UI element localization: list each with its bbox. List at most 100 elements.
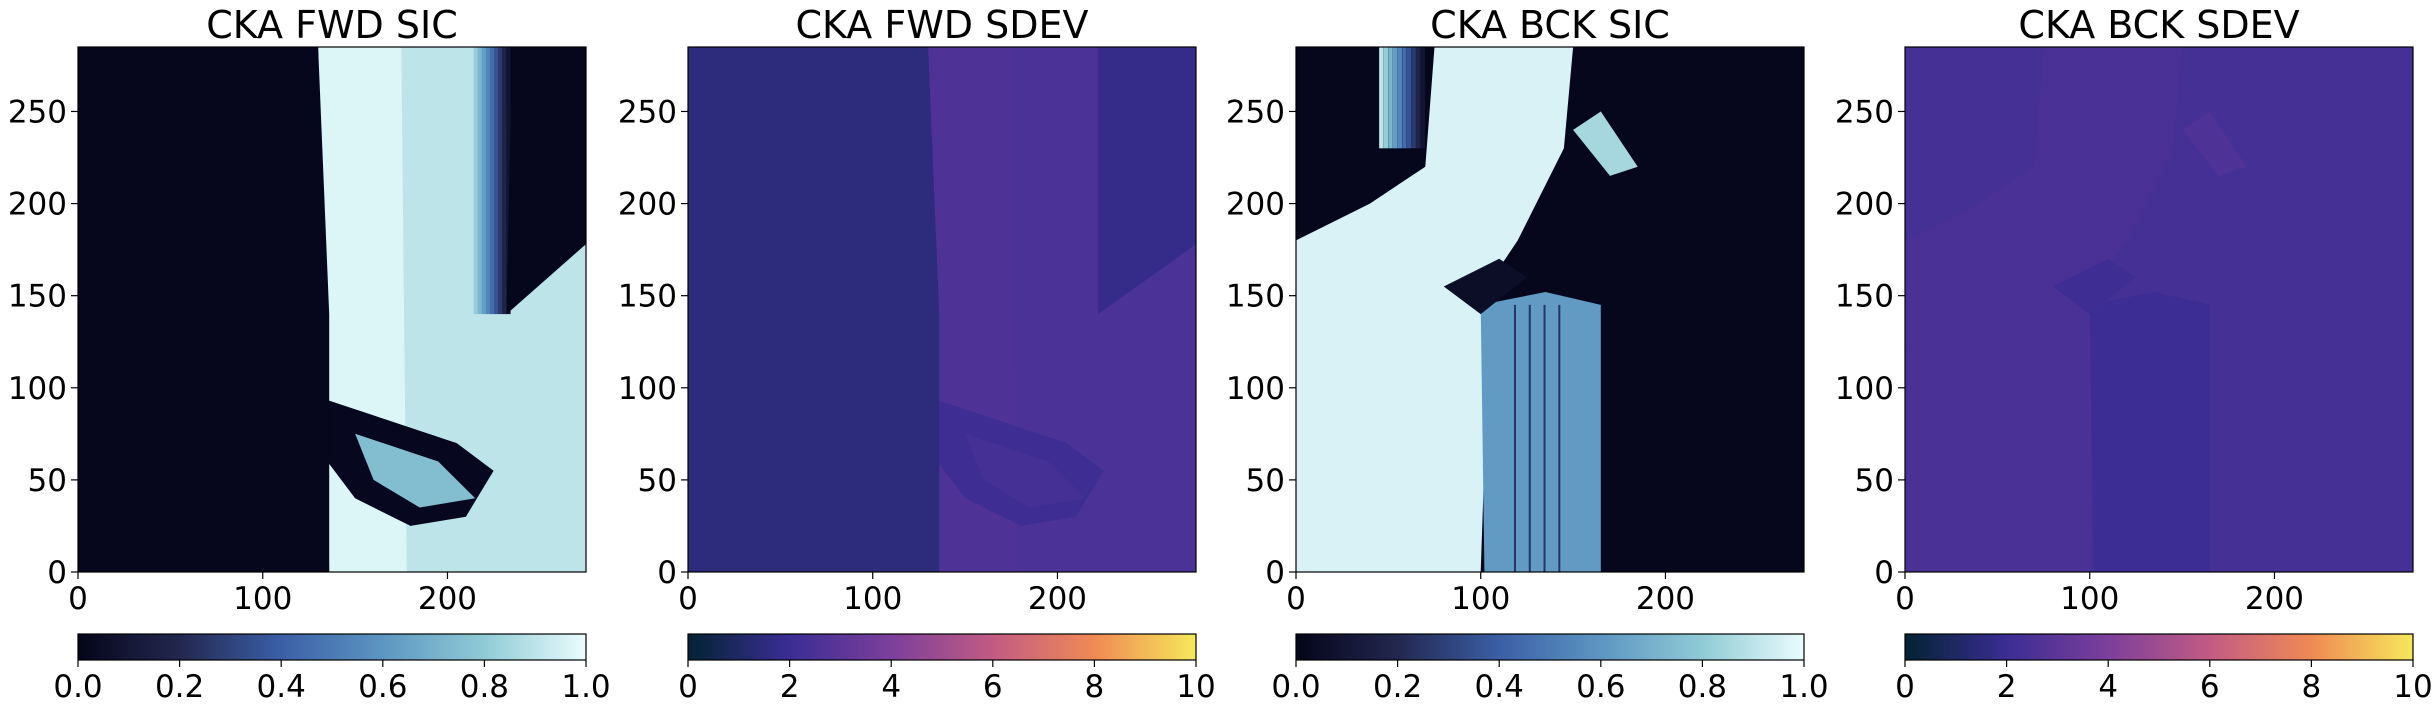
y-tick-label: 0 bbox=[1265, 555, 1285, 591]
colorbar-tick-label: 0.0 bbox=[53, 669, 102, 705]
colorbar-tick-label: 4 bbox=[2098, 669, 2118, 705]
panel-title: CKA FWD SDEV bbox=[795, 3, 1088, 47]
heatmap-stripe bbox=[473, 47, 479, 315]
y-tick-label: 150 bbox=[8, 279, 67, 315]
heatmap-stripe bbox=[498, 47, 503, 315]
colorbar-tick-label: 0.0 bbox=[1271, 669, 1320, 705]
heatmap-stripe bbox=[1528, 304, 1531, 572]
heatmap-region bbox=[1443, 258, 1527, 315]
colorbar-tick-label: 8 bbox=[2302, 669, 2322, 705]
x-tick-label: 200 bbox=[1028, 581, 1087, 617]
colorbar-tick-label: 10 bbox=[1176, 669, 1215, 705]
x-tick-label: 100 bbox=[233, 581, 292, 617]
y-tick-label: 100 bbox=[618, 371, 677, 407]
heatmap-stripe bbox=[1392, 47, 1398, 149]
heatmap bbox=[688, 47, 1196, 572]
panel-2: CKA FWD SDEV 0 50 100 150 200 250 0 100 200 0 2 4 6 8 1… bbox=[618, 3, 1216, 705]
colorbar bbox=[1904, 633, 2414, 661]
heatmap-stripe bbox=[1420, 47, 1426, 149]
panel-4: CKA BCK SDEV 0 50 100 150 200 250 0 100 200 0 2 4 6 8 1… bbox=[1835, 3, 2432, 705]
heatmap-stripe bbox=[1411, 47, 1416, 149]
y-tick-label: 0 bbox=[47, 555, 67, 591]
x-tick-label: 0 bbox=[68, 581, 88, 617]
colorbar-tick-label: 0.6 bbox=[1576, 669, 1625, 705]
colorbar-tick-label: 0.6 bbox=[358, 669, 407, 705]
y-tick-label: 0 bbox=[1874, 555, 1894, 591]
y-tick-label: 100 bbox=[8, 371, 67, 407]
y-tick-label: 100 bbox=[1835, 371, 1894, 407]
heatmap-region bbox=[506, 47, 586, 315]
panel-1: CKA FWD SIC 0 50 100 150 200 250 0 100 200 0.0 0.2 0… bbox=[8, 3, 611, 705]
colorbar bbox=[77, 633, 587, 661]
heatmap-stripe bbox=[469, 47, 475, 315]
x-tick-label: 100 bbox=[2060, 581, 2119, 617]
x-tick-label: 100 bbox=[843, 581, 902, 617]
heatmap-region bbox=[1098, 47, 1196, 315]
heatmap-stripe bbox=[502, 47, 507, 315]
panel-title: CKA BCK SIC bbox=[1430, 3, 1670, 47]
panel-3: CKA BCK SIC 0 50 100 150 200 250 0 100 200 0.0 0.2 0… bbox=[1226, 3, 1829, 705]
colorbar-tick-label: 0.8 bbox=[460, 669, 509, 705]
y-tick-label: 100 bbox=[1226, 371, 1285, 407]
heatmap-stripe bbox=[477, 47, 483, 315]
heatmap-stripe bbox=[1543, 304, 1546, 572]
y-tick-label: 150 bbox=[1835, 279, 1894, 315]
colorbar-tick-label: 0.8 bbox=[1678, 669, 1727, 705]
colorbar bbox=[687, 633, 1197, 661]
colorbar-tick-label: 6 bbox=[2200, 669, 2220, 705]
heatmap-region bbox=[355, 433, 476, 508]
heatmap-stripe bbox=[1402, 47, 1407, 149]
colorbar-tick-label: 0.4 bbox=[257, 669, 306, 705]
y-tick-label: 200 bbox=[1835, 187, 1894, 223]
heatmap-region bbox=[2052, 258, 2136, 315]
heatmap-stripe bbox=[485, 47, 491, 315]
heatmap-region bbox=[447, 244, 586, 572]
y-tick-label: 50 bbox=[1246, 463, 1285, 499]
y-tick-label: 250 bbox=[8, 94, 67, 130]
heatmap-region bbox=[965, 433, 1086, 508]
heatmap-stripe bbox=[1416, 47, 1421, 149]
x-tick-label: 0 bbox=[678, 581, 698, 617]
colorbar-tick-label: 10 bbox=[2393, 669, 2432, 705]
heatmap-region bbox=[2182, 111, 2247, 176]
plot-frame bbox=[687, 46, 1197, 573]
heatmap-region bbox=[1573, 111, 1638, 176]
colorbar-tick-label: 1.0 bbox=[561, 669, 610, 705]
colorbar bbox=[1295, 633, 1805, 661]
heatmap-stripe bbox=[481, 47, 487, 315]
y-tick-label: 250 bbox=[618, 94, 677, 130]
colorbar-tick-label: 8 bbox=[1085, 669, 1105, 705]
heatmap-stripe bbox=[1388, 47, 1393, 149]
x-tick-label: 200 bbox=[418, 581, 477, 617]
y-tick-label: 0 bbox=[657, 555, 677, 591]
x-tick-label: 100 bbox=[1451, 581, 1510, 617]
colorbar-tick-label: 0.2 bbox=[1373, 669, 1422, 705]
colorbar-tick-label: 2 bbox=[1997, 669, 2017, 705]
panel-title: CKA BCK SDEV bbox=[2018, 3, 2299, 47]
heatmap-stripe bbox=[506, 47, 511, 315]
y-tick-label: 150 bbox=[1226, 279, 1285, 315]
plot-frame bbox=[77, 46, 587, 573]
heatmap-region bbox=[1480, 292, 1601, 572]
colorbar-tick-label: 0.4 bbox=[1475, 669, 1524, 705]
colorbar-tick-label: 4 bbox=[881, 669, 901, 705]
y-tick-label: 200 bbox=[8, 187, 67, 223]
heatmap bbox=[78, 47, 586, 572]
heatmap-region bbox=[2089, 292, 2210, 572]
y-tick-label: 200 bbox=[618, 187, 677, 223]
heatmap-stripe bbox=[494, 47, 499, 315]
heatmap-stripe bbox=[1406, 47, 1412, 149]
heatmap-region bbox=[78, 47, 330, 572]
y-tick-label: 50 bbox=[28, 463, 67, 499]
heatmap bbox=[1296, 47, 1804, 572]
colorbar-tick-label: 0 bbox=[1895, 669, 1915, 705]
colorbar-tick-label: 0 bbox=[678, 669, 698, 705]
heatmap bbox=[1905, 47, 2413, 572]
panel-title: CKA FWD SIC bbox=[206, 3, 458, 47]
x-tick-label: 200 bbox=[2245, 581, 2304, 617]
colorbar-tick-label: 1.0 bbox=[1779, 669, 1828, 705]
y-tick-label: 50 bbox=[638, 463, 677, 499]
heatmap-region bbox=[1905, 277, 2099, 572]
colorbar-tick-label: 0.2 bbox=[155, 669, 204, 705]
